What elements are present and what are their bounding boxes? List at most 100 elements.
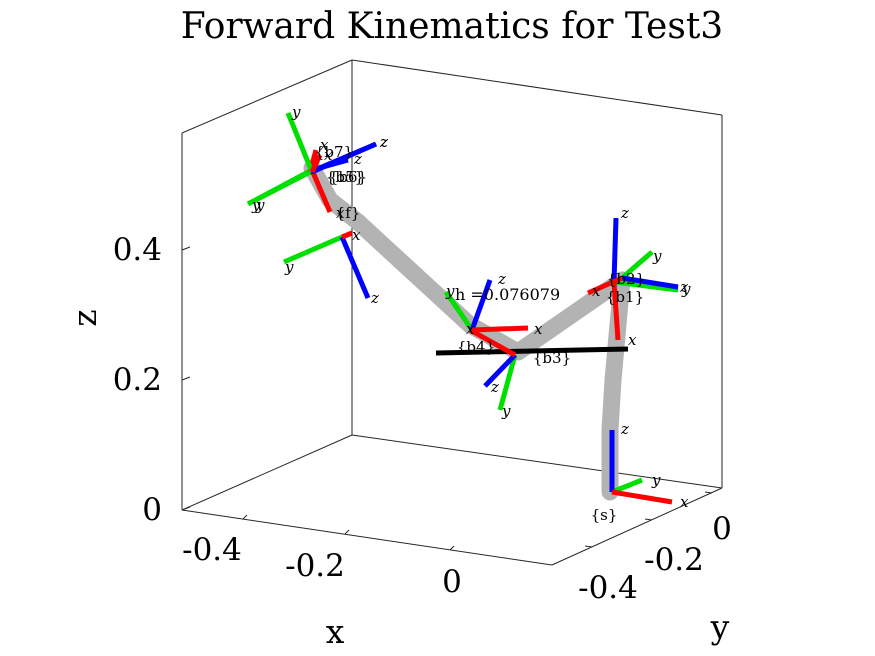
frame-axis-label: z	[379, 133, 388, 151]
x-tick-mark	[344, 529, 350, 535]
x-tick-label: -0.4	[182, 532, 242, 568]
frame-z-axis	[621, 275, 679, 290]
frame-y-axis	[285, 112, 315, 173]
y-tick-mark	[704, 491, 713, 494]
frame-axis-label: z	[370, 289, 379, 307]
frame-axis-label: x	[320, 136, 329, 154]
frame-z-axis	[611, 217, 619, 283]
frame-x-axis	[611, 489, 673, 505]
x-tick-label: 0	[442, 564, 462, 600]
y-axis-label: y	[710, 607, 730, 646]
frame-axis-label: y	[284, 258, 294, 276]
frame-axis-label: x	[352, 226, 361, 244]
frame-axis-label: y	[681, 280, 691, 298]
frame-name-label: {b4}	[457, 338, 495, 356]
axes-box	[181, 59, 723, 566]
frame-name-label: {b6}	[329, 168, 367, 186]
x-tick-mark	[449, 545, 455, 551]
x-axis-label: x	[326, 612, 345, 651]
y-tick-label: -0.4	[578, 570, 638, 606]
frame-z-axis	[469, 279, 493, 331]
frame-axis-label: z	[490, 378, 499, 396]
box-edge	[551, 487, 723, 566]
prismatic-bar	[435, 346, 629, 356]
frame-x-axis	[309, 153, 323, 174]
annotation-h: h =0.076079	[455, 285, 560, 304]
y-tick-label: -0.2	[644, 542, 704, 578]
tick-marks	[181, 246, 713, 551]
frame-axis-label: x	[628, 331, 637, 349]
box-edge	[181, 59, 353, 134]
box-edge	[351, 434, 723, 489]
x-tick-mark	[242, 514, 248, 520]
frame-axis-label: z	[620, 420, 629, 438]
frame-x-axis	[586, 275, 624, 296]
frame-name-label: {b5}	[326, 168, 364, 186]
frame-y-axis	[250, 169, 312, 205]
y-tick-mark	[644, 518, 653, 521]
frame-axis-label: y	[445, 282, 455, 300]
frame-axis-label: y	[291, 103, 301, 121]
frame-y-axis	[283, 234, 343, 265]
frame-x-axis	[341, 230, 353, 240]
frame-axis-label: x	[324, 146, 333, 164]
y-tick-label: 0	[712, 511, 732, 547]
frame-2	[586, 250, 679, 296]
frame-y-axis	[611, 477, 643, 495]
frame-axis-label: z	[379, 133, 388, 151]
y-tick-mark	[584, 545, 593, 548]
frame-axis-label: z	[620, 204, 629, 222]
frame-z-axis	[310, 141, 378, 175]
frame-name-label: {b7}	[315, 143, 353, 161]
frame-name-label: {b2}	[607, 270, 645, 288]
frame-x-axis	[309, 169, 333, 213]
link-segment	[509, 271, 631, 361]
frame-y-axis	[620, 250, 654, 280]
frame-y-axis	[443, 290, 475, 332]
link-segment	[349, 213, 479, 334]
frame-x-axis	[611, 281, 621, 341]
frame-7	[285, 112, 378, 175]
frame-axis-label: y	[251, 196, 261, 214]
z-tick-mark	[181, 246, 191, 251]
frame-axis-label: z	[679, 278, 688, 296]
frame-z-axis	[483, 353, 517, 388]
z-tick-mark	[181, 506, 191, 511]
prismatic-bar-line	[435, 346, 629, 356]
frame-axis-label: x	[592, 282, 601, 300]
z-axis-label: z	[65, 309, 104, 326]
frame-axis-label: y	[501, 402, 511, 420]
box-edge	[181, 509, 553, 566]
frame-y-axis	[497, 354, 518, 411]
z-tick-mark	[181, 376, 191, 381]
frame-4	[443, 279, 529, 333]
z-tick-label: 0	[142, 492, 162, 528]
frame-name-label: {b3}	[533, 349, 571, 367]
chart-title: Forward Kinematics for Test3	[181, 6, 723, 47]
frame-x-axis	[468, 327, 517, 358]
x-tick-label: -0.2	[285, 548, 345, 584]
frame-axis-label: y	[652, 247, 662, 265]
frame-axis-label: x	[534, 320, 543, 338]
frame-axis-label: y	[255, 196, 265, 214]
frame-name-label: {s}	[591, 506, 618, 524]
z-tick-label: 0.4	[113, 232, 162, 268]
frame-axis-label: z	[353, 150, 362, 168]
coordinate-frames	[246, 112, 679, 505]
frame-axis-label: x	[680, 493, 689, 511]
frame-axis-label: x	[336, 204, 345, 222]
box-edge	[181, 434, 353, 511]
frame-3	[468, 327, 518, 411]
z-tick-label: 0.2	[113, 362, 162, 398]
frame-1	[611, 217, 679, 341]
frame-y-axis	[613, 279, 679, 293]
frame-name-label: {f}	[336, 204, 361, 222]
box-edge	[351, 59, 723, 116]
frame-0	[609, 430, 673, 505]
frame-axis-label: y	[651, 471, 661, 489]
frame-axis-label: x	[466, 320, 475, 338]
frame-name-label: {b1}	[606, 288, 644, 306]
frame-x-axis	[471, 325, 529, 333]
